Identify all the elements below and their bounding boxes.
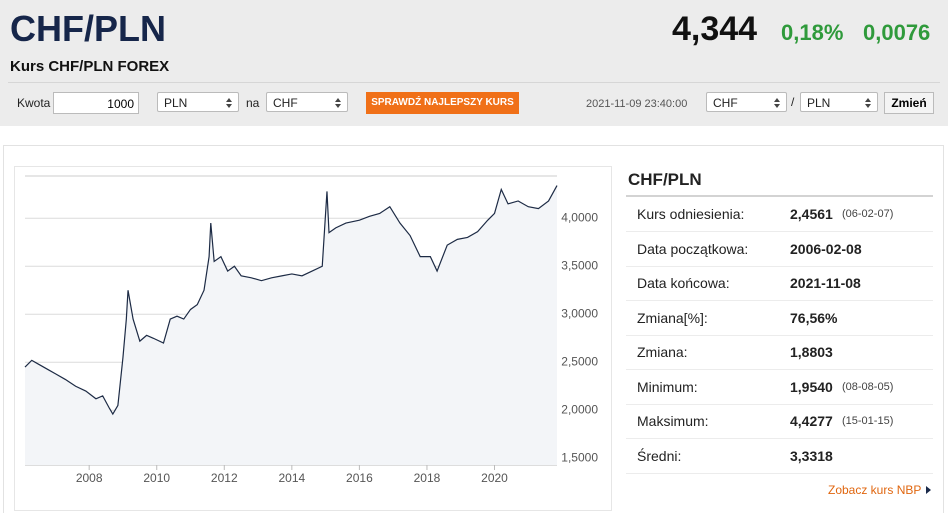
stats-date: (15-01-15) xyxy=(842,415,894,427)
timestamp: 2021-11-09 23:40:00 xyxy=(586,98,688,110)
x-tick-label: 2014 xyxy=(278,471,305,485)
stats-date: (08-08-05) xyxy=(842,380,894,393)
pair-from-select[interactable]: CHF xyxy=(706,92,787,112)
change-pct: 0,18% xyxy=(781,20,844,45)
stats-label: Data końcowa: xyxy=(637,275,730,291)
x-tick-label: 2016 xyxy=(346,471,373,485)
pair-separator: / xyxy=(791,95,795,109)
stats-value: 76,56% xyxy=(790,309,838,326)
y-tick-label: 3,5000 xyxy=(561,258,598,272)
y-tick-label: 3,0000 xyxy=(561,306,598,320)
y-tick-label: 4,0000 xyxy=(561,210,598,224)
subtitle: Kurs CHF/PLN FOREX xyxy=(10,58,170,75)
pair-to-select[interactable]: PLN xyxy=(800,92,878,112)
stats-row: Zmiana: 1,8803 xyxy=(626,335,933,370)
from-select[interactable]: PLN xyxy=(157,92,239,112)
line xyxy=(24,185,558,416)
stats-value: 2006-02-08 xyxy=(790,240,862,257)
change-abs: 0,0076 xyxy=(863,20,931,45)
stats-value: 1,8803 xyxy=(790,344,833,360)
stats-row: Minimum: 1,9540 (08-08-05) xyxy=(626,370,933,405)
stats-row: Zmiana[%]: 76,56% xyxy=(626,301,933,336)
stats-label: Maksimum: xyxy=(637,413,709,429)
x-tick-label: 2012 xyxy=(211,471,238,485)
stats-value: 4,4277 xyxy=(790,413,833,429)
stats-label: Zmiana[%]: xyxy=(637,309,708,326)
best-rate-button[interactable]: SPRAWDŹ NAJLEPSZY KURS xyxy=(366,92,519,114)
stats-row: Data początkowa: 2006-02-08 xyxy=(626,232,933,267)
x-tick-label: 2008 xyxy=(76,471,103,485)
stats-value: 3,3318 xyxy=(790,447,833,464)
y-tick-label: 1,5000 xyxy=(561,450,598,464)
stats-label: Zmiana: xyxy=(637,344,688,360)
stats-value: 2,4561 xyxy=(790,206,833,222)
to-select[interactable]: CHF xyxy=(266,92,348,112)
stats-row: Średni: 3,3318 xyxy=(626,439,933,474)
stats-value: 2021-11-08 xyxy=(790,275,861,291)
rate: 4,344 xyxy=(672,10,758,48)
y-tick-label: 2,0000 xyxy=(561,402,598,416)
stats-rule xyxy=(626,195,933,197)
submit-button[interactable]: Zmień xyxy=(884,92,934,114)
x-tick-label: 2020 xyxy=(481,471,508,485)
area xyxy=(25,185,557,466)
x-tick-label: 2010 xyxy=(143,471,170,485)
amount-input[interactable]: 1000 xyxy=(53,92,139,114)
content-panel xyxy=(3,145,944,513)
chart: 1,5000 2,0000 2,5000 3,0000 3,5000 4,0000 2008… xyxy=(24,175,598,485)
amount-label: Kwota xyxy=(17,96,51,110)
x-tick-label: 2018 xyxy=(414,471,441,485)
chart-frame xyxy=(14,166,612,511)
stats-row: Maksimum: 4,4277 (15-01-15) xyxy=(626,404,933,439)
stats-label: Kurs odniesienia: xyxy=(637,206,745,222)
na-label: na xyxy=(246,96,260,110)
stats-row: Kurs odniesienia: 2,4561 (06-02-07) xyxy=(626,197,933,232)
pair-title: CHF/PLN xyxy=(10,8,166,49)
nbp-link[interactable]: Zobacz kurs NBP xyxy=(828,483,931,497)
stats-title: CHF/PLN xyxy=(628,170,702,189)
stats-date: (06-02-07) xyxy=(842,208,894,220)
stats-label: Data początkowa: xyxy=(637,240,749,257)
stats-row: Data końcowa: 2021-11-08 xyxy=(626,266,933,301)
stats-label: Minimum: xyxy=(637,378,698,395)
stats-value: 1,9540 xyxy=(790,378,833,395)
y-tick-label: 2,5000 xyxy=(561,354,598,368)
separator xyxy=(8,82,940,83)
stats-label: Średni: xyxy=(637,447,682,464)
